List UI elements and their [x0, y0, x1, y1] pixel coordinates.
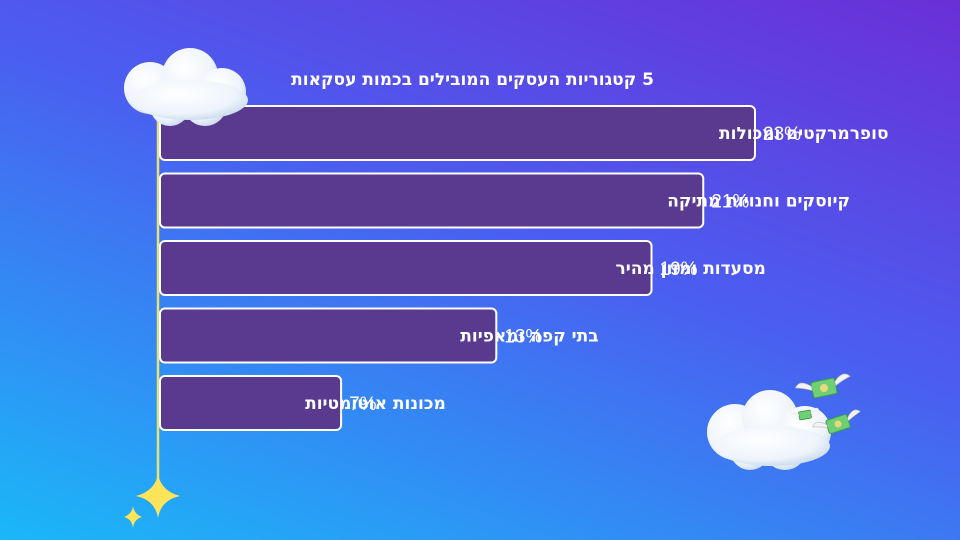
bar-label-4: בתי קפה ומאפיות	[460, 327, 598, 347]
value-label-4: 13%	[504, 327, 542, 348]
bar-label-2: קיוסקים וחנויות מתיקה	[667, 192, 850, 212]
bar-1	[159, 105, 756, 161]
value-label-2: 21%	[711, 192, 749, 213]
bar-5	[159, 375, 343, 431]
bar-label-3: מסעדות ומזון מהיר	[616, 259, 766, 279]
bar-label-1: סופרמרקטים ומכולות	[719, 124, 889, 144]
bar-4	[159, 307, 498, 364]
sparkle-icon	[124, 474, 180, 528]
money-with-wings-icon	[789, 373, 861, 435]
chart-title: 5 קטגוריות העסקים המובילים בכמות עסקאות	[291, 70, 654, 90]
cloud-icon	[707, 390, 831, 470]
value-label-1: 23%	[763, 124, 801, 145]
bar-3	[159, 240, 653, 296]
bar-label-5: מכונות אוטומטיות	[305, 394, 446, 414]
bar-2	[159, 172, 705, 229]
value-label-5: 7%	[349, 394, 377, 415]
cloud-icon	[124, 48, 248, 126]
value-label-3: 19%	[660, 259, 698, 280]
